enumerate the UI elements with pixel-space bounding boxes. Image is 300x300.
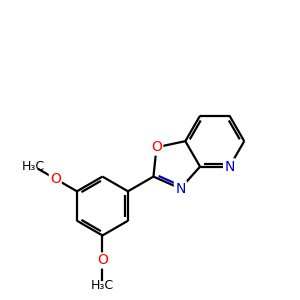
Text: H₃C: H₃C [22,160,45,173]
Text: N: N [224,160,235,174]
Text: O: O [97,254,108,268]
Text: H₃C: H₃C [91,279,114,292]
Text: O: O [151,140,162,154]
Text: N: N [175,182,185,196]
Text: O: O [50,172,61,186]
